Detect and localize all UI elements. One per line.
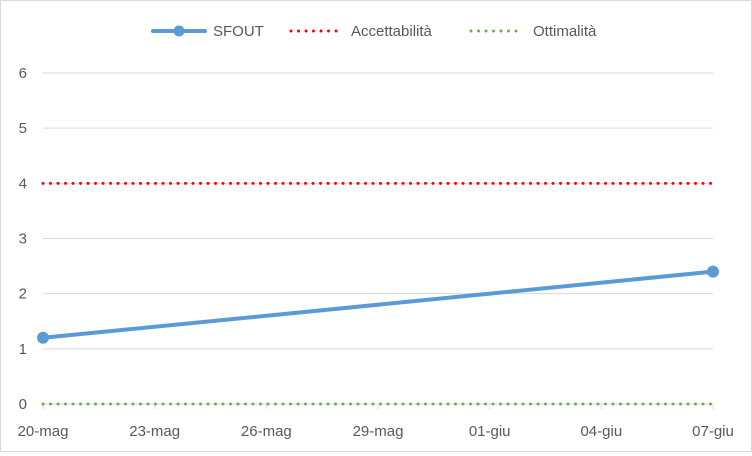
series-lines: [37, 181, 719, 406]
legend-label: Ottimalità: [533, 23, 597, 40]
x-tick-label: 23-mag: [129, 423, 180, 440]
x-tick-label: 20-mag: [18, 423, 69, 440]
x-tick-label: 07-giu: [692, 423, 734, 440]
legend-label: SFOUT: [213, 23, 264, 40]
data-point-sfout: [707, 265, 719, 278]
y-tick-label: 5: [19, 120, 27, 137]
x-tick-label: 29-mag: [353, 423, 404, 440]
x-tick-label: 04-giu: [580, 423, 622, 440]
series-line-sfout: [41, 269, 715, 340]
y-tick-label: 2: [19, 286, 27, 303]
legend-item-sfout: SFOUT: [151, 23, 264, 40]
data-point-sfout: [37, 331, 49, 344]
legend-marker: [173, 25, 185, 37]
x-tick-label: 01-giu: [469, 423, 511, 440]
x-tick-label: 26-mag: [241, 423, 292, 440]
legend-item-accettabilit-: Accettabilità: [289, 23, 433, 40]
gridlines: [43, 72, 713, 350]
y-axis-tick-labels: 0 1 2 3 4 5 6: [19, 65, 27, 413]
legend-label: Accettabilità: [351, 23, 433, 40]
y-tick-label: 4: [19, 175, 27, 192]
y-tick-label: 6: [19, 65, 27, 82]
y-tick-label: 1: [19, 341, 27, 358]
legend-item-ottimalit-: Ottimalità: [469, 23, 597, 40]
y-tick-label: 3: [19, 231, 27, 248]
x-axis-tick-labels: 20-mag 23-mag 26-mag 29-mag 01-giu 04-giu 07-g…: [18, 423, 734, 440]
legend: SFOUT Accettabilità Ottimalità: [151, 23, 597, 40]
y-tick-label: 0: [19, 396, 27, 413]
